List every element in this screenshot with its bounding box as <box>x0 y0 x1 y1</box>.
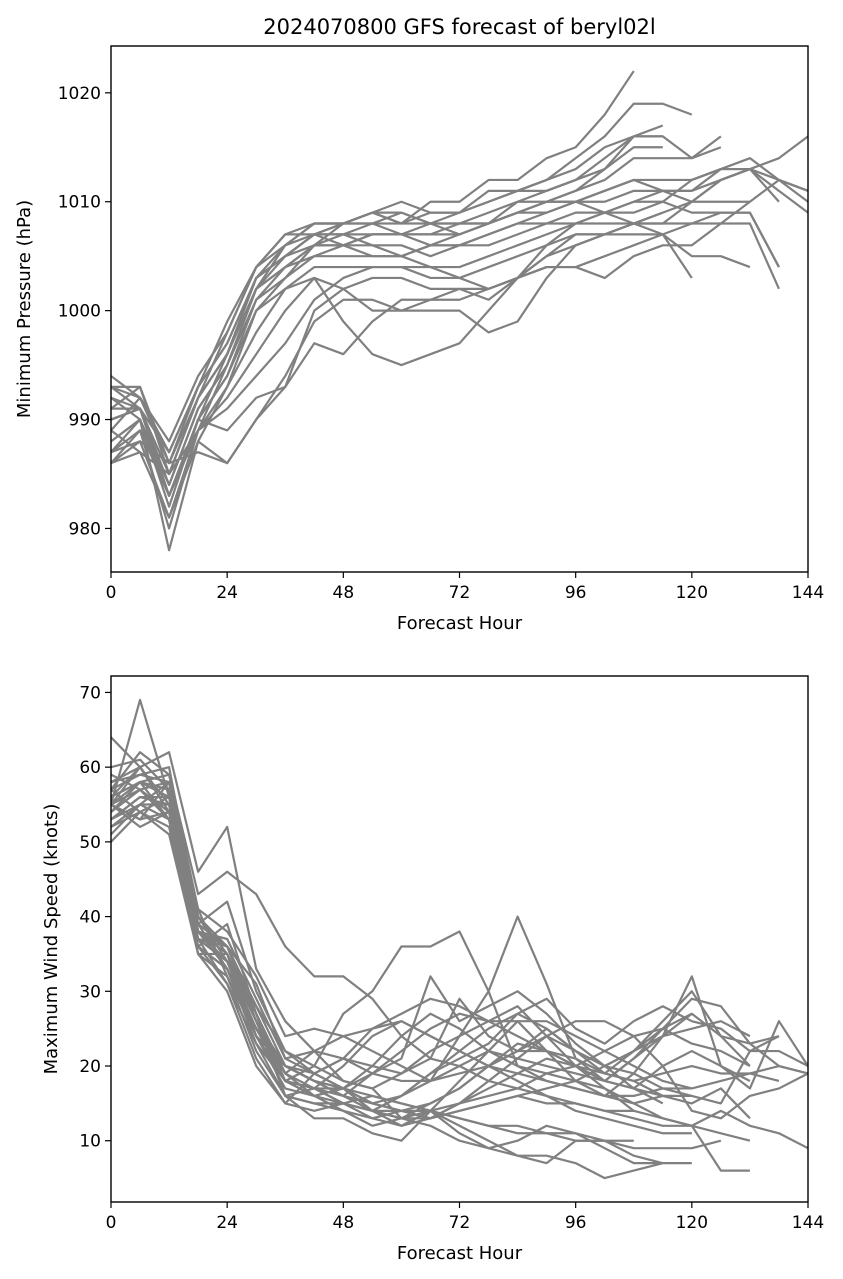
chart-title: 2024070800 GFS forecast of beryl02l <box>263 15 656 39</box>
pressure-x-tick-label: 48 <box>333 583 355 603</box>
wind-plot-area: 0 24 48 72 96 120 144 10 20 30 40 50 60 70 <box>79 675 824 1233</box>
pressure-x-tick-label: 24 <box>216 583 238 603</box>
wind-y-tick-label: 50 <box>79 833 101 853</box>
wind-x-tick-label: 144 <box>792 1213 824 1233</box>
pressure-y-tick-label: 990 <box>69 411 101 431</box>
wind-chart: 0 24 48 72 96 120 144 10 20 30 40 50 60 70 Forecast H… <box>41 675 824 1264</box>
wind-x-tick-label: 120 <box>676 1213 708 1233</box>
pressure-series-group <box>111 70 808 552</box>
pressure-x-tick-label: 72 <box>449 583 471 603</box>
pressure-x-axis-label: Forecast Hour <box>397 613 523 634</box>
wind-series-line-8 <box>111 751 808 1120</box>
wind-x-axis-label: Forecast Hour <box>397 1243 523 1264</box>
pressure-x-tick-label: 120 <box>676 583 708 603</box>
wind-y-tick-label: 30 <box>79 982 101 1002</box>
wind-y-axis-label: Maximum Wind Speed (knots) <box>41 804 62 1075</box>
wind-x-tick-label: 48 <box>333 1213 355 1233</box>
pressure-series-line-13 <box>111 222 780 497</box>
pressure-y-tick-label: 1000 <box>58 302 101 322</box>
wind-y-tick-label: 60 <box>79 758 101 778</box>
pressure-series-line-21 <box>111 167 750 519</box>
pressure-series-line-16 <box>111 178 808 497</box>
wind-series-line-28 <box>111 810 751 1120</box>
pressure-y-tick-label: 1010 <box>58 193 101 213</box>
pressure-series-line-15 <box>111 200 751 454</box>
wind-y-tick-label: 70 <box>79 683 101 703</box>
wind-x-tick-label: 96 <box>565 1213 587 1233</box>
pressure-series-line-9 <box>111 167 780 486</box>
pressure-y-tick-label: 1020 <box>58 84 101 104</box>
pressure-series-line-12 <box>111 167 808 530</box>
pressure-series-line-19 <box>111 211 780 497</box>
pressure-plot-area: 0 24 48 72 96 120 144 980 990 1000 1010 1020 <box>58 45 824 603</box>
pressure-x-tick-label: 144 <box>792 583 824 603</box>
wind-y-tick-label: 20 <box>79 1057 101 1077</box>
pressure-chart: 2024070800 GFS forecast of beryl02l 0 24 4… <box>14 15 824 634</box>
wind-y-tick-label: 10 <box>79 1132 101 1152</box>
pressure-x-tick-label: 0 <box>106 583 117 603</box>
pressure-x-tick-label: 96 <box>565 583 587 603</box>
wind-series-line-26 <box>111 788 780 1105</box>
wind-series-line-21 <box>111 766 750 1172</box>
pressure-series-line-18 <box>111 200 750 476</box>
wind-y-tick-label: 40 <box>79 908 101 928</box>
pressure-series-line-20 <box>111 211 664 465</box>
wind-series-line-22 <box>111 788 780 1105</box>
pressure-y-tick-label: 980 <box>69 519 101 539</box>
wind-x-tick-label: 72 <box>449 1213 471 1233</box>
wind-series-line-27 <box>111 803 692 1098</box>
wind-series-group <box>111 698 808 1180</box>
wind-x-tick-label: 24 <box>216 1213 238 1233</box>
wind-x-tick-label: 0 <box>106 1213 117 1233</box>
pressure-y-axis-label: Minimum Pressure (hPa) <box>14 200 35 418</box>
